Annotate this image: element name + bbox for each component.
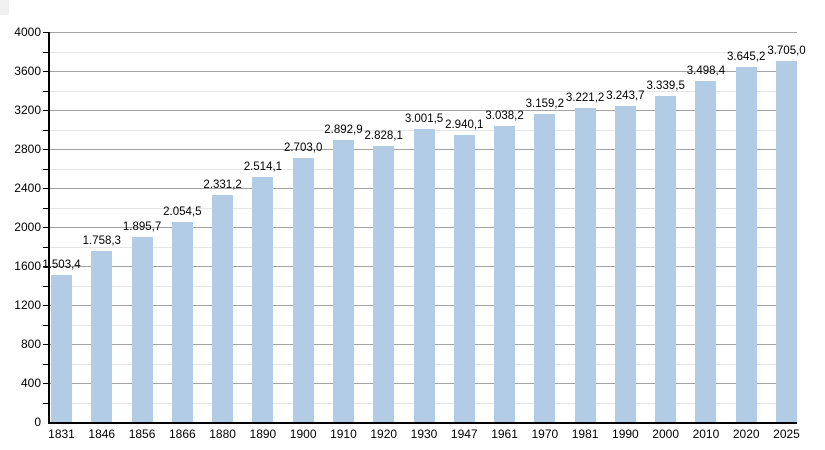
y-axis-tick xyxy=(43,344,50,345)
bar xyxy=(252,176,274,422)
x-axis-labels: 1831 1846 1856 1866 1880 1890 1900 1910 1920 1930… xyxy=(48,427,800,443)
x-tick-label: 1910 xyxy=(330,427,357,441)
y-tick-label: 0 xyxy=(34,415,41,429)
major-gridline xyxy=(50,32,797,33)
bar xyxy=(776,60,797,422)
x-tick-label: 1880 xyxy=(209,427,236,441)
bar-value-label: 3.339,5 xyxy=(646,80,685,93)
y-tick-label: 4000 xyxy=(14,25,41,39)
y-axis-tick xyxy=(43,266,50,267)
y-tick-label: 2400 xyxy=(14,181,41,195)
y-axis-tick xyxy=(43,168,50,170)
x-tick-label: 2020 xyxy=(732,427,760,441)
y-tick-label: 1200 xyxy=(14,298,41,312)
x-tick-label: 1961 xyxy=(491,427,518,441)
bar-value-label: 1.758,3 xyxy=(82,234,121,247)
x-tick-label: 1990 xyxy=(612,427,639,441)
x-tick-label: 1947 xyxy=(450,427,478,441)
bar-value-label: 1.503,4 xyxy=(42,259,81,272)
x-tick-label: 1981 xyxy=(571,427,599,441)
minor-gridline xyxy=(50,51,797,53)
x-tick-label: 2000 xyxy=(652,427,680,441)
x-tick-label: 1846 xyxy=(88,427,116,441)
bar xyxy=(171,221,193,422)
bar xyxy=(453,135,475,422)
x-tick-label: 1831 xyxy=(48,427,75,441)
bar xyxy=(51,275,72,422)
bar xyxy=(332,139,354,422)
bar-value-label: 2.940,1 xyxy=(445,119,484,132)
y-tick-label: 3200 xyxy=(14,103,41,117)
bar-value-label: 3.001,5 xyxy=(404,113,444,126)
y-axis-tick xyxy=(43,383,50,384)
x-tick-label: 2010 xyxy=(692,427,720,441)
bar xyxy=(292,158,314,422)
bar-value-label: 2.703,0 xyxy=(283,142,323,155)
y-axis-tick xyxy=(43,285,50,287)
major-gridline xyxy=(50,71,797,72)
bar xyxy=(212,194,234,422)
bar-value-label: 3.498,4 xyxy=(686,64,726,77)
y-axis-tick xyxy=(43,207,50,209)
y-axis-tick xyxy=(43,32,50,33)
bar-value-label: 2.892,9 xyxy=(324,123,363,136)
bar xyxy=(735,66,757,422)
bar-value-label: 3.159,2 xyxy=(525,97,565,110)
y-axis-tick xyxy=(43,227,50,228)
bar-value-label: 3.243,7 xyxy=(606,89,645,102)
y-axis-labels: 0 400 800 1200 1600 2000 2400 2800 3200 3600 4000 xyxy=(0,26,41,428)
x-tick-label: 1856 xyxy=(128,427,156,441)
bar-value-label: 2.514,1 xyxy=(243,160,283,173)
y-tick-label: 800 xyxy=(20,337,41,351)
bar xyxy=(695,80,717,422)
minor-gridline xyxy=(50,90,797,92)
bar xyxy=(91,250,113,422)
bar xyxy=(373,146,395,422)
y-axis-tick xyxy=(43,71,50,72)
bar xyxy=(574,107,596,422)
y-axis-tick xyxy=(43,129,50,131)
corner-artifact xyxy=(0,0,9,15)
bar-value-label: 2.054,5 xyxy=(163,205,202,218)
bar xyxy=(534,113,556,422)
y-axis-tick xyxy=(43,363,50,365)
y-axis-tick xyxy=(43,51,50,53)
major-gridline xyxy=(50,110,797,111)
y-axis-tick xyxy=(43,188,50,189)
bar xyxy=(614,105,636,422)
bar xyxy=(494,125,516,422)
y-tick-label: 3600 xyxy=(14,64,41,78)
y-axis-tick xyxy=(43,110,50,111)
bar-value-label: 3.221,2 xyxy=(565,91,605,104)
x-tick-label: 1890 xyxy=(249,427,277,441)
y-axis-tick xyxy=(43,149,50,150)
x-tick-label: 1930 xyxy=(410,427,438,441)
bar xyxy=(131,237,153,422)
x-tick-label: 2025 xyxy=(773,427,800,441)
y-axis-tick xyxy=(43,402,50,404)
bar-value-label: 2.828,1 xyxy=(364,130,403,143)
bar xyxy=(413,129,435,422)
y-tick-label: 2800 xyxy=(14,142,41,156)
bar-value-label: 1.895,7 xyxy=(122,221,162,234)
y-tick-label: 1600 xyxy=(14,259,41,273)
y-tick-label: 400 xyxy=(20,376,41,390)
bar-value-label: 3.645,2 xyxy=(727,50,766,63)
bar-value-label: 3.705,0 xyxy=(767,44,806,57)
bar xyxy=(655,96,677,422)
y-axis-tick xyxy=(43,305,50,306)
bar-value-label: 3.038,2 xyxy=(485,109,524,122)
y-tick-label: 2000 xyxy=(14,220,41,234)
x-tick-label: 1900 xyxy=(289,427,317,441)
y-axis-tick xyxy=(43,90,50,92)
plot-area: 1.503,4 1.758,3 1.895,7 2.054,5 2.331,2 2.514… xyxy=(42,32,806,424)
x-tick-label: 1866 xyxy=(168,427,196,441)
x-tick-label: 1970 xyxy=(531,427,559,441)
y-axis-tick xyxy=(43,246,50,248)
y-axis-tick xyxy=(43,324,50,326)
bar-value-label: 2.331,2 xyxy=(203,178,242,191)
x-tick-label: 1920 xyxy=(370,427,398,441)
